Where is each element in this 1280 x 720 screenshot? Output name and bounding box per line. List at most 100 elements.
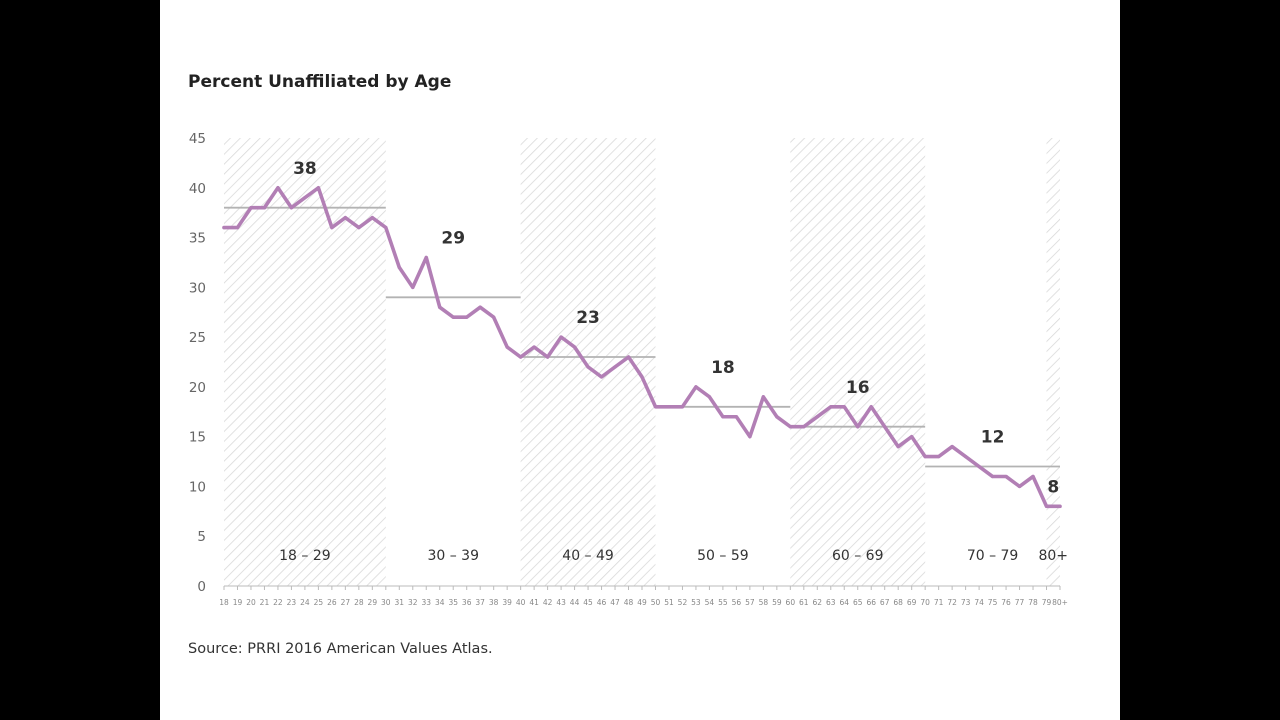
data-point bbox=[424, 255, 428, 260]
average-value-label: 8 bbox=[1047, 477, 1059, 497]
age-group-label: 60 – 69 bbox=[832, 548, 884, 564]
x-tick-label: 51 bbox=[664, 598, 674, 607]
data-point bbox=[694, 385, 698, 389]
data-point bbox=[249, 206, 253, 210]
data-point bbox=[546, 355, 550, 359]
data-point bbox=[505, 345, 509, 349]
data-point bbox=[235, 226, 240, 230]
x-tick-label: 35 bbox=[448, 598, 458, 607]
x-tick-label: 39 bbox=[502, 598, 512, 607]
data-point bbox=[977, 464, 981, 469]
x-tick-label: 65 bbox=[853, 598, 863, 607]
data-point bbox=[586, 365, 590, 369]
x-tick-label: 29 bbox=[368, 598, 378, 607]
x-tick-label: 25 bbox=[314, 598, 324, 607]
chart: Percent Unaffiliated by Age 0 5 10 15 20 25 30… bbox=[188, 72, 1068, 657]
data-point bbox=[950, 445, 954, 449]
x-tick-label: 55 bbox=[718, 598, 728, 607]
x-tick-label: 21 bbox=[260, 598, 270, 607]
data-point bbox=[626, 355, 631, 359]
data-point bbox=[478, 305, 482, 309]
age-band-shade-6 bbox=[1046, 138, 1060, 586]
data-point bbox=[289, 206, 294, 210]
data-point bbox=[370, 216, 374, 220]
x-tick-label: 28 bbox=[354, 598, 364, 607]
data-point bbox=[680, 405, 685, 409]
data-point bbox=[316, 186, 320, 190]
data-point bbox=[923, 454, 927, 459]
x-tick-label: 76 bbox=[1001, 598, 1011, 607]
x-tick-label: 19 bbox=[233, 598, 243, 607]
x-tick-label: 57 bbox=[745, 598, 755, 607]
y-tick-label: 0 bbox=[197, 579, 206, 595]
x-tick-label: 52 bbox=[678, 598, 688, 607]
data-point bbox=[572, 345, 577, 349]
data-point bbox=[640, 375, 644, 379]
data-point bbox=[653, 405, 658, 409]
data-point bbox=[599, 375, 604, 379]
x-tick-label: 62 bbox=[813, 598, 823, 607]
x-tick-label: 71 bbox=[934, 598, 944, 607]
chart-source: Source: PRRI 2016 American Values Atlas. bbox=[188, 641, 493, 657]
x-tick-label: 50 bbox=[651, 598, 661, 607]
x-tick-label: 41 bbox=[529, 598, 539, 607]
x-tick-label: 78 bbox=[1028, 598, 1038, 607]
average-value-label: 18 bbox=[711, 358, 735, 378]
x-tick-label: 72 bbox=[947, 598, 957, 607]
data-point bbox=[667, 405, 671, 409]
data-point bbox=[721, 415, 725, 419]
data-point bbox=[748, 435, 752, 439]
data-point bbox=[896, 445, 900, 449]
data-point bbox=[411, 285, 415, 289]
data-point bbox=[451, 315, 455, 319]
average-value-label: 16 bbox=[846, 378, 870, 398]
x-tick-label: 23 bbox=[287, 598, 297, 607]
data-point bbox=[222, 226, 226, 230]
data-point bbox=[869, 405, 873, 409]
y-tick-label: 15 bbox=[189, 430, 206, 446]
age-band-backgrounds bbox=[224, 138, 1060, 586]
x-tick-label: 53 bbox=[691, 598, 701, 607]
data-point bbox=[788, 425, 792, 429]
x-tick-label: 80+ bbox=[1052, 598, 1068, 607]
data-point bbox=[707, 395, 712, 399]
age-band-shade-0 bbox=[224, 138, 386, 586]
x-tick-label: 68 bbox=[893, 598, 903, 607]
x-tick-label: 43 bbox=[556, 598, 566, 607]
x-tick-label: 44 bbox=[570, 598, 580, 607]
data-point bbox=[761, 395, 765, 399]
data-point bbox=[357, 226, 361, 230]
x-tick-label: 37 bbox=[475, 598, 485, 607]
labels: 18 – 29 38 30 – 39 29 40 – 49 23 50 – 59 18 60 –… bbox=[279, 159, 1068, 564]
x-tick-label: 20 bbox=[246, 598, 256, 607]
y-tick-label: 20 bbox=[189, 380, 206, 396]
x-tick-label: 60 bbox=[786, 598, 796, 607]
data-point bbox=[397, 265, 401, 270]
data-point bbox=[276, 186, 280, 190]
age-group-label: 50 – 59 bbox=[697, 548, 749, 564]
data-point bbox=[343, 216, 347, 220]
x-tick-label: 36 bbox=[462, 598, 472, 607]
data-point bbox=[492, 315, 496, 319]
data-point bbox=[815, 415, 819, 419]
data-point bbox=[1031, 474, 1035, 479]
x-tick-label: 33 bbox=[421, 598, 431, 607]
chart-panel: Percent Unaffiliated by Age 0 5 10 15 20 25 30… bbox=[160, 0, 1120, 720]
y-tick-label: 35 bbox=[189, 231, 206, 247]
data-point bbox=[613, 365, 617, 369]
y-tick-label: 5 bbox=[197, 529, 206, 545]
data-point bbox=[829, 405, 833, 409]
x-tick-label: 48 bbox=[624, 598, 634, 607]
x-tick-label: 64 bbox=[839, 598, 849, 607]
x-tick-label: 58 bbox=[759, 598, 769, 607]
x-tick-label: 79 bbox=[1042, 598, 1052, 607]
data-point bbox=[990, 474, 995, 479]
age-group-label: 30 – 39 bbox=[427, 548, 479, 564]
age-band-shade-4 bbox=[790, 138, 926, 586]
y-tick-label: 25 bbox=[189, 330, 206, 346]
age-group-label: 40 – 49 bbox=[562, 548, 614, 564]
age-group-label: 70 – 79 bbox=[967, 548, 1019, 564]
x-tick-label: 73 bbox=[961, 598, 971, 607]
x-tick-label: 49 bbox=[637, 598, 647, 607]
